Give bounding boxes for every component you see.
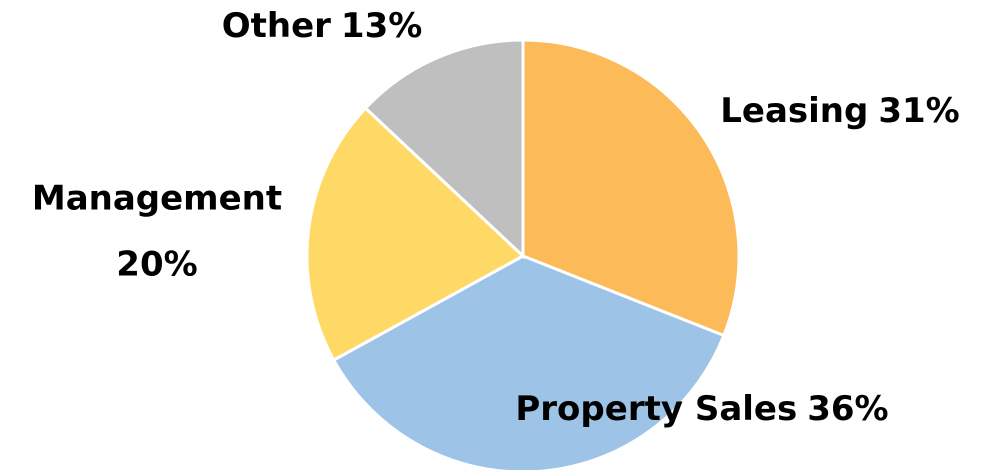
slice-label: Other 13% [222,6,423,46]
slice-label-value: 31% [878,91,959,131]
slice-label: Leasing 31% [720,91,960,131]
pie-slice [305,106,526,363]
slice-label: Property Sales 36% [515,389,888,429]
pie-slice [331,254,726,470]
slice-label-value: 36% [807,389,888,429]
slice-label-value: 20% [116,245,197,285]
pie-slice [363,38,525,260]
slice-label-name: Other [222,6,331,46]
slice-label-name: Property Sales [515,389,797,429]
slice-label-name: Management [32,179,282,219]
slice-label-value: 13% [341,6,422,46]
pie-slice [521,38,741,338]
slice-label-name: Leasing [720,91,868,131]
